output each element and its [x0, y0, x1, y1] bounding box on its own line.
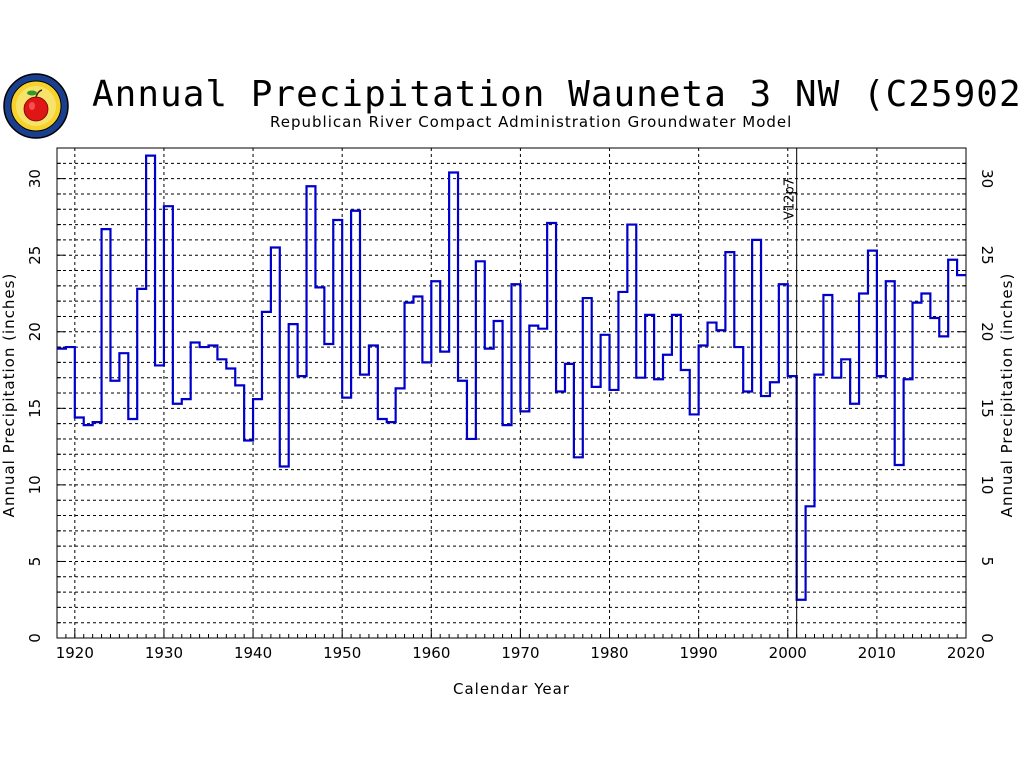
x-tick-label: 1980	[590, 644, 628, 662]
x-tick-label: 1950	[323, 644, 361, 662]
chart-title: Annual Precipitation Wauneta 3 NW (C2590…	[92, 74, 1024, 115]
x-tick-label: 1930	[145, 644, 183, 662]
y-tick-label-left: 0	[26, 633, 44, 643]
y-tick-label-right: 10	[978, 475, 996, 494]
x-tick-label: 1970	[501, 644, 539, 662]
y-tick-label-left: 30	[26, 169, 44, 188]
y-tick-label-right: 15	[978, 399, 996, 418]
y-tick-label-left: 10	[26, 475, 44, 494]
annotation-label: V12p7	[783, 178, 798, 220]
x-tick-label: 1920	[56, 644, 94, 662]
y-tick-label-left: 25	[26, 246, 44, 265]
y-tick-label-right: 25	[978, 246, 996, 265]
x-tick-label: 2010	[858, 644, 896, 662]
y-tick-label-left: 5	[26, 557, 44, 567]
x-tick-label: 1990	[680, 644, 718, 662]
y-tick-label-right: 30	[978, 169, 996, 188]
y-axis-label-right: Annual Precipitation (inches)	[998, 273, 1016, 518]
rrca-seal-logo	[3, 73, 69, 139]
precipitation-series-line	[57, 154, 966, 601]
y-axis-label-left: Annual Precipitation (inches)	[0, 273, 18, 518]
y-tick-label-right: 5	[978, 557, 996, 567]
x-tick-label: 1960	[412, 644, 450, 662]
x-tick-label: 1940	[234, 644, 272, 662]
x-axis-label: Calendar Year	[453, 680, 570, 698]
chart-subtitle: Republican River Compact Administration …	[270, 113, 793, 131]
axis-ticks	[56, 147, 967, 639]
y-tick-label-right: 0	[978, 633, 996, 643]
y-tick-label-left: 20	[26, 322, 44, 341]
x-tick-label: 2020	[947, 644, 985, 662]
y-tick-label-left: 15	[26, 399, 44, 418]
x-tick-label: 2000	[769, 644, 807, 662]
y-tick-label-right: 20	[978, 322, 996, 341]
